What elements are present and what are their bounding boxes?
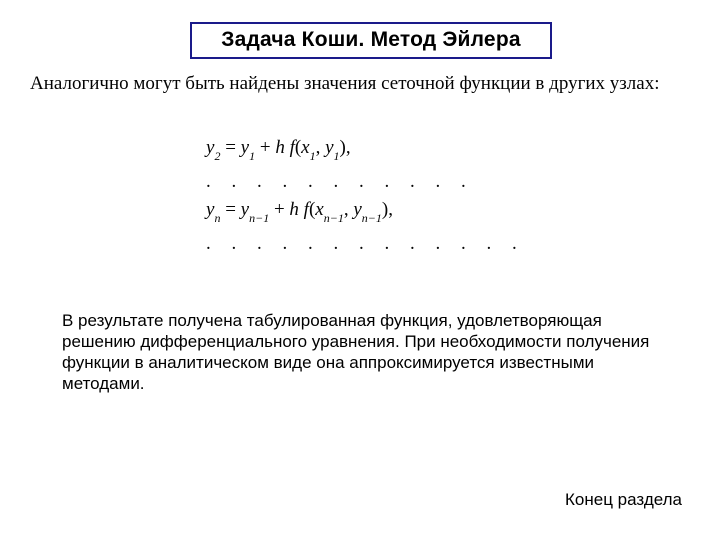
equation-2: yn = yn−1 + h f(xn−1, yn−1),: [206, 196, 525, 230]
equation-1: y2 = y1 + h f(x1, y1),: [206, 134, 525, 168]
section-end-label: Конец раздела: [565, 490, 682, 510]
math-block: y2 = y1 + h f(x1, y1), . . . . . . . . .…: [206, 134, 525, 258]
slide: Задача Коши. Метод Эйлера Аналогично мог…: [0, 0, 720, 540]
result-paragraph: В результате получена табулированная фун…: [62, 310, 660, 394]
dots-2: . . . . . . . . . . . . .: [206, 230, 525, 258]
slide-title: Задача Коши. Метод Эйлера: [221, 28, 520, 51]
dots-1: . . . . . . . . . . .: [206, 168, 525, 196]
intro-text: Аналогично могут быть найдены значения с…: [30, 72, 706, 96]
title-box: Задача Коши. Метод Эйлера: [190, 22, 552, 59]
